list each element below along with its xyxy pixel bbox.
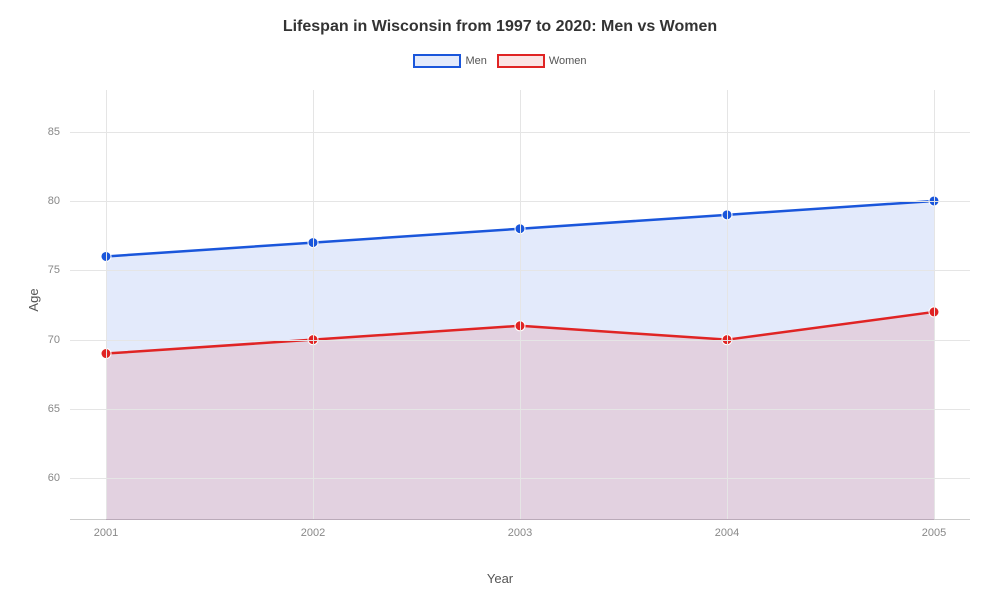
grid-line-h	[70, 270, 970, 271]
x-tick-label: 2004	[715, 527, 739, 539]
legend-swatch-women	[497, 54, 545, 68]
y-tick-label: 85	[48, 126, 60, 138]
grid-line-h	[70, 478, 970, 479]
chart-container: Lifespan in Wisconsin from 1997 to 2020:…	[0, 0, 1000, 600]
chart-title: Lifespan in Wisconsin from 1997 to 2020:…	[0, 0, 1000, 36]
grid-line-v	[106, 90, 107, 519]
x-axis-label: Year	[487, 571, 513, 586]
x-tick-label: 2003	[508, 527, 532, 539]
y-tick-label: 65	[48, 403, 60, 415]
legend-label-women: Women	[549, 55, 587, 67]
legend-label-men: Men	[465, 55, 486, 67]
grid-line-h	[70, 201, 970, 202]
y-tick-label: 80	[48, 195, 60, 207]
legend-swatch-men	[413, 54, 461, 68]
legend: Men Women	[0, 54, 1000, 68]
x-tick-label: 2005	[922, 527, 946, 539]
grid-line-h	[70, 132, 970, 133]
y-axis-label: Age	[26, 288, 41, 311]
grid-line-h	[70, 409, 970, 410]
grid-line-v	[934, 90, 935, 519]
x-tick-label: 2001	[94, 527, 118, 539]
plot-area: 20012002200320042005606570758085	[70, 90, 970, 520]
grid-line-h	[70, 340, 970, 341]
y-tick-label: 60	[48, 472, 60, 484]
y-tick-label: 75	[48, 264, 60, 276]
grid-line-v	[520, 90, 521, 519]
grid-line-v	[727, 90, 728, 519]
grid-line-v	[313, 90, 314, 519]
y-tick-label: 70	[48, 334, 60, 346]
x-tick-label: 2002	[301, 527, 325, 539]
legend-item-women: Women	[497, 54, 587, 68]
legend-item-men: Men	[413, 54, 486, 68]
